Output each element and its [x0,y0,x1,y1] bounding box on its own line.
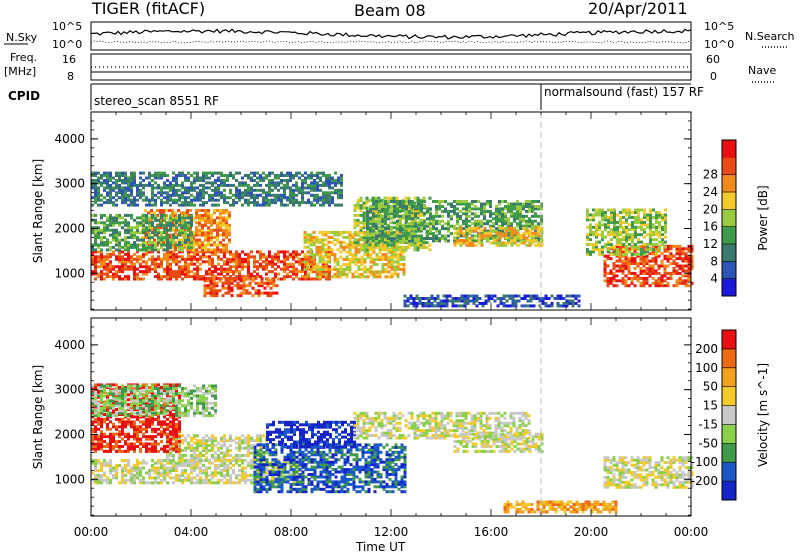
y-axis-label: Slant Range [km] [31,159,45,263]
nsky-label: N.Sky [6,31,38,44]
cpid-segment-2: normalsound (fast) 157 RF [544,85,704,99]
colorbar-swatch [722,140,736,158]
y-tick-label: 4000 [54,338,85,352]
y-tick-label: 3000 [54,177,85,191]
x-axis-label: Time UT [355,540,406,554]
x-tick-label: 08:00 [274,525,309,539]
x-tick-label: 00:00 [674,525,709,539]
freq-tick-low: 8 [67,70,74,83]
colorbar-tick-label: 16 [703,220,718,234]
colorbar-tick-label: 8 [710,254,718,268]
colorbar-swatch [722,386,736,407]
nsearch-label: N.Search [745,30,795,43]
colorbar: 200 100 50 15 -15 -50 -100 -200 Velocity [m s^-1… [691,329,770,501]
colorbar-swatch [722,424,736,444]
nsky-panel: N.Sky 10^5 10^0 10^5 10^0 N.Search [4,20,795,51]
colorbar-swatch [722,405,736,425]
y-tick-label: 4000 [54,132,85,146]
colorbar-tick-label: 100 [695,361,718,375]
colorbar-tick-label: 50 [703,380,718,394]
colorbar-tick-label: 28 [703,168,718,182]
y-tick-label: 1000 [54,472,85,486]
y-axis-label: Slant Range [km] [31,365,45,469]
cpid-segment-1: stereo_scan 8551 RF [94,94,219,108]
colorbar-swatch [722,244,736,262]
colorbar-swatch [722,157,736,176]
colorbar-swatch [722,278,736,297]
cpid-label: CPID [8,89,40,103]
freq-label: Freq. [10,51,37,64]
x-tick-label: 20:00 [574,525,609,539]
x-tick-label: 04:00 [174,525,209,539]
colorbar-label: Velocity [m s^-1] [756,363,770,467]
nave-label: Nave [748,64,776,77]
echo-region [453,432,544,453]
title: TIGER (fitACF) [91,0,205,18]
colorbar-swatch [722,330,736,350]
freq-unit: [MHz] [4,65,36,78]
echo-region [266,420,356,449]
echo-region [586,208,667,256]
colorbar-tick-label: 20 [703,202,718,216]
colorbar-tick-label: 200 [695,342,718,356]
freq-panel: Freq. [MHz] 16 8 60 0 Nave [4,51,776,83]
colorbar: 4 8 12 16 20 24 28 Power [dB] [703,139,770,297]
x-tick-label: 12:00 [374,525,409,539]
echo-region [91,250,331,281]
y-tick-label: 2000 [54,427,85,441]
colorbar-swatch [722,174,736,193]
cpid-panel: CPID stereo_scan 8551 RF normalsound (fa… [8,83,704,110]
colorbar-tick-label: 15 [703,399,718,413]
beam-label: Beam 08 [354,1,426,20]
x-tick-label: 16:00 [474,525,509,539]
echo-region [453,226,544,247]
velocity-panel: 1000 2000 3000 4000 Slant Range [km] 200 100 50… [31,317,770,517]
colorbar-swatch [722,192,736,210]
colorbar-swatch [722,209,736,228]
colorbar-tick-label: -200 [691,474,718,488]
colorbar-swatch [722,443,736,463]
y-tick-label: 3000 [54,383,85,397]
y-tick-label: 1000 [54,266,85,280]
x-tick-label: 00:00 [74,525,109,539]
echo-region [91,459,304,485]
nave-tick-low: 0 [710,70,717,83]
nsearch-tick-high: 10^5 [704,20,734,33]
echo-region [353,411,531,440]
colorbar-swatch [722,261,736,280]
echo-region [403,294,581,308]
colorbar-swatch [722,348,736,369]
x-axis: 00:00 04:00 08:00 12:00 16:00 20:00 00:00 [74,525,709,539]
nsky-tick-low: 10^0 [52,38,82,51]
colorbar-tick-label: -15 [698,417,718,431]
nsky-tick-high: 10^5 [52,20,82,33]
echo-region [91,213,193,252]
colorbar-tick-label: 4 [710,272,718,286]
colorbar-swatch [722,481,736,501]
echo-region [203,276,279,298]
colorbar-label: Power [dB] [756,185,770,250]
colorbar-tick-label: 24 [703,185,718,199]
echo-region [91,171,343,207]
colorbar-tick-label: -100 [691,455,718,469]
colorbar-tick-label: 12 [703,237,718,251]
colorbar-swatch [722,226,736,245]
nsearch-tick-low: 10^0 [704,38,734,51]
colorbar-tick-label: -50 [698,436,718,450]
freq-tick-high: 16 [62,53,76,66]
colorbar-swatch [722,462,736,482]
date-label: 20/Apr/2011 [588,0,688,18]
y-tick-label: 2000 [54,221,85,235]
echo-region [91,384,217,418]
echo-region [603,456,694,489]
colorbar-swatch [722,367,736,388]
power-panel: 1000 2000 3000 4000 Slant Range [km] 4 8 12 16 20… [31,111,770,311]
nave-tick-high: 60 [706,53,720,66]
